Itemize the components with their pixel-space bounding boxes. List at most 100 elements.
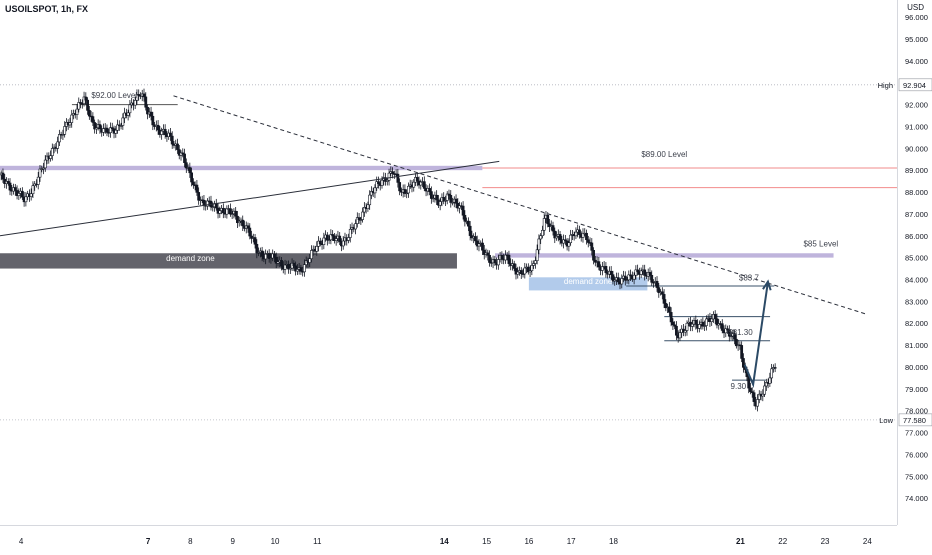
candle-up (133, 100, 137, 106)
candle-down (694, 320, 698, 325)
candle-up (729, 335, 733, 338)
candle-up (535, 249, 539, 261)
candle-down (428, 188, 432, 192)
candle-down (6, 181, 10, 184)
candle-up (368, 194, 372, 206)
candle-down (593, 259, 597, 263)
candle-up (276, 261, 280, 264)
candle-up (95, 127, 98, 130)
candle-down (551, 225, 555, 232)
candle-up (114, 129, 118, 134)
candle-up (613, 279, 617, 282)
candle-up (230, 213, 234, 215)
currency-label: USD (907, 3, 924, 12)
price-tag-value: 77.580 (903, 416, 926, 425)
candle-up (40, 168, 44, 171)
candle-up (496, 259, 500, 266)
candle-down (398, 182, 402, 192)
candle-up (405, 192, 409, 195)
candle-down (234, 210, 238, 217)
time-tick-label: 22 (778, 537, 787, 546)
candles (0, 88, 777, 412)
candle-down (558, 234, 562, 241)
candle-down (507, 254, 511, 264)
price-tick-label: 95.000 (905, 35, 928, 44)
candle-up (685, 322, 689, 331)
candle-up (419, 181, 423, 186)
candle-down (740, 345, 744, 359)
candle-up (77, 102, 81, 110)
time-tick-label: 9 (230, 537, 235, 546)
candle-down (715, 318, 719, 326)
price-tick-label: 76.000 (905, 450, 928, 459)
candle-up (724, 328, 728, 334)
candle-down (84, 96, 88, 101)
candle-up (438, 201, 442, 206)
price-tick-label: 85.000 (905, 254, 928, 263)
price-tag-low (898, 413, 932, 427)
candle-down (294, 265, 298, 272)
candle-down (447, 193, 451, 196)
candle-up (102, 128, 105, 133)
price-tag-high (898, 78, 932, 92)
time-tick-label: 21 (736, 537, 745, 546)
candle-up (387, 172, 391, 181)
candle-up (445, 193, 449, 201)
candle-down (188, 167, 192, 174)
candle-up (574, 231, 578, 237)
candle-down (675, 325, 678, 336)
candle-up (768, 377, 772, 384)
candle-down (454, 198, 458, 204)
candle-up (121, 117, 125, 126)
time-tick-label: 24 (863, 537, 872, 546)
candle-down (563, 239, 567, 242)
candle-down (156, 124, 160, 131)
candle-down (331, 234, 335, 237)
candle-up (334, 238, 338, 241)
candle-up (763, 385, 766, 395)
candle-down (169, 132, 172, 137)
candle-down (214, 203, 218, 209)
candle-up (375, 181, 379, 189)
candle-down (1, 172, 5, 180)
candle-up (61, 134, 65, 136)
candle-down (184, 162, 188, 169)
candle-up (341, 240, 345, 247)
candle-up (562, 239, 565, 244)
candle-up (757, 393, 761, 400)
candle-up (38, 168, 42, 178)
candle-down (253, 237, 257, 245)
time-tick-label: 14 (440, 537, 449, 546)
candle-down (151, 115, 155, 126)
candle-down (752, 392, 756, 402)
candle-up (57, 134, 61, 143)
candle-down (611, 274, 615, 282)
candle-down (667, 306, 671, 313)
candle-up (17, 193, 21, 196)
candle-down (616, 277, 620, 283)
price-tag-name: High (878, 81, 893, 90)
candle-up (315, 246, 319, 252)
candle-down (720, 323, 724, 331)
candle-up (269, 257, 273, 260)
candle-down (197, 192, 201, 201)
candle-up (50, 148, 54, 156)
candle-down (578, 229, 581, 235)
price-tick-label: 84.000 (905, 275, 928, 284)
candle-up (264, 253, 268, 260)
candle-down (526, 266, 530, 273)
candle-down (585, 232, 588, 241)
candle-down (384, 177, 387, 182)
time-tick-label: 16 (524, 537, 533, 546)
price-tick-label: 90.000 (905, 144, 928, 153)
candle-up (70, 114, 74, 123)
candle-up (257, 252, 260, 254)
price-tick-label: 82.000 (905, 319, 928, 328)
candle-down (486, 252, 490, 256)
candle-down (191, 181, 195, 186)
candle-down (149, 111, 153, 117)
label-83-tag: $83.7 (739, 274, 760, 283)
candle-down (246, 225, 250, 229)
